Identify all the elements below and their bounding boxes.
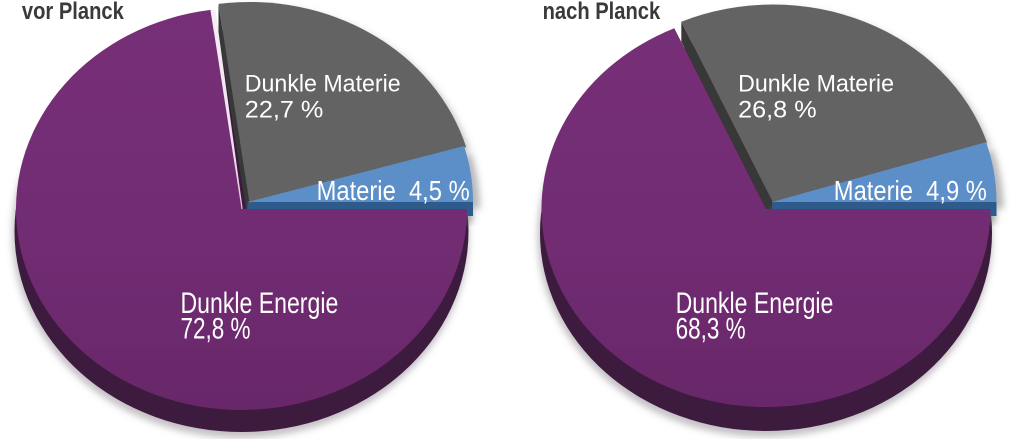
svg-text:Dunkle Energie: Dunkle Energie xyxy=(676,286,834,319)
svg-text:Dunkle Energie: Dunkle Energie xyxy=(181,286,339,319)
svg-text:Materie 4,9 %: Materie 4,9 % xyxy=(834,177,987,207)
svg-text:vor Planck: vor Planck xyxy=(22,0,124,24)
svg-text:Materie 4,5 %: Materie 4,5 % xyxy=(317,177,470,207)
svg-text:nach Planck: nach Planck xyxy=(543,0,661,24)
svg-text:68,3 %: 68,3 % xyxy=(676,312,746,346)
svg-text:26,8 %: 26,8 % xyxy=(738,97,817,123)
svg-text:72,8 %: 72,8 % xyxy=(181,312,251,346)
svg-text:Dunkle Materie: Dunkle Materie xyxy=(738,70,894,96)
svg-text:22,7 %: 22,7 % xyxy=(245,97,324,123)
svg-text:Dunkle Materie: Dunkle Materie xyxy=(245,70,401,96)
